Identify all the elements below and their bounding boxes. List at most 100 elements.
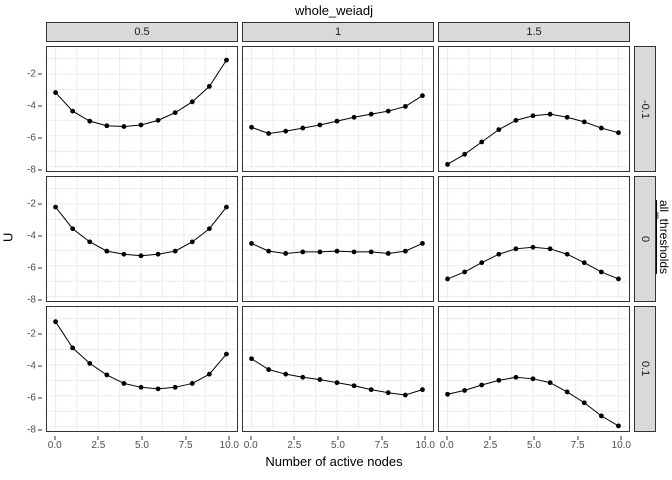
data-point (300, 249, 306, 255)
y-tick-mark (38, 169, 42, 171)
data-point (334, 248, 340, 254)
y-tick-mark (38, 397, 42, 399)
data-point (351, 383, 357, 389)
x-tick-label: 2.5 (91, 440, 106, 451)
y-tick-label: -4 (27, 100, 36, 112)
data-point (249, 241, 254, 246)
data-point (598, 413, 604, 419)
data-point (172, 110, 178, 116)
data-point (87, 360, 93, 366)
y-tick-label: -8 (27, 424, 36, 436)
y-tick-mark (38, 267, 42, 269)
x-tick-mark (446, 436, 448, 440)
data-point (420, 387, 425, 393)
data-point (283, 251, 289, 256)
panel-r1c3 (438, 46, 630, 172)
data-point (53, 90, 58, 95)
data-point (317, 377, 323, 382)
panel-plot-area (243, 47, 431, 169)
y-tick-mark (38, 365, 42, 367)
data-point (547, 380, 553, 386)
data-point (189, 381, 195, 386)
data-point (368, 111, 374, 117)
panel-plot-area (47, 177, 235, 299)
data-point (266, 367, 272, 372)
data-point (479, 260, 485, 266)
x-axis-ticks-col-1: 0.0 2.5 5.0 7.5 10.0 (46, 436, 239, 452)
x-tick-mark (228, 436, 230, 440)
facet-row-variable-label: all_thresholds (657, 199, 671, 275)
x-tick-mark (250, 436, 252, 440)
facet-row-strip-1: -0.1 (634, 46, 656, 172)
data-point (547, 111, 553, 117)
x-tick-label: 0.0 (439, 440, 454, 451)
data-point (479, 382, 485, 388)
x-tick-mark (533, 436, 535, 440)
data-point (420, 93, 425, 99)
data-point (402, 104, 408, 109)
data-point (513, 374, 519, 380)
data-point (172, 248, 178, 254)
data-point (564, 251, 570, 257)
data-point (616, 276, 621, 282)
x-tick-label: 2.5 (483, 440, 498, 451)
x-tick-label: 7.5 (374, 440, 389, 451)
x-tick-mark (185, 436, 187, 440)
x-tick-label: 0.0 (243, 440, 258, 451)
data-point (598, 125, 604, 131)
data-point (530, 244, 536, 250)
data-point (598, 269, 604, 275)
y-tick-mark (38, 429, 42, 431)
data-point (138, 122, 144, 128)
y-tick-label: -6 (27, 262, 36, 274)
y-tick-label: -8 (27, 164, 36, 176)
facet-col-strip-3: 1.5 (438, 22, 630, 42)
data-point (87, 239, 93, 245)
y-tick-label: -2 (27, 68, 36, 80)
x-tick-label: 5.0 (135, 440, 149, 451)
data-point (189, 239, 195, 245)
y-tick-mark (38, 333, 42, 335)
y-tick-label: -6 (27, 392, 36, 404)
x-tick-label: 2.5 (287, 440, 302, 451)
y-axis-ticks-row-1: -2 -4 -6 -8 (4, 46, 42, 176)
data-point (224, 204, 229, 210)
x-tick-mark (577, 436, 579, 440)
data-point (445, 161, 450, 167)
y-tick-mark (38, 299, 42, 301)
data-point (155, 117, 161, 123)
panel-plot-area (439, 177, 627, 299)
x-tick-mark (97, 436, 99, 440)
data-point (104, 123, 110, 129)
panel-plot-area (243, 177, 431, 299)
x-tick-label: 5.0 (527, 440, 541, 451)
x-tick-mark (620, 436, 622, 440)
data-point (266, 131, 272, 136)
data-point (317, 249, 323, 255)
data-point (155, 251, 161, 257)
x-tick-label: 0.0 (47, 440, 62, 451)
y-tick-label: -4 (27, 360, 36, 372)
data-point (385, 390, 391, 396)
panel-r3c1 (46, 306, 238, 432)
y-tick-mark (38, 137, 42, 139)
data-point (385, 108, 391, 114)
facet-col-strip-1: 0.5 (46, 22, 238, 42)
data-point (283, 128, 289, 134)
data-point (334, 118, 340, 124)
data-point (317, 122, 323, 128)
x-tick-label: 10.0 (415, 440, 435, 451)
data-point (300, 374, 306, 380)
data-point (155, 386, 161, 392)
data-point (351, 249, 357, 255)
data-point (283, 371, 289, 377)
data-point (224, 57, 229, 63)
corner-bottom-right (634, 436, 656, 452)
data-point (496, 377, 502, 383)
data-point (172, 384, 178, 390)
facet-row-strip-2: 0 (634, 176, 656, 302)
data-point (189, 99, 195, 105)
x-tick-mark (381, 436, 383, 440)
data-point (513, 246, 519, 252)
